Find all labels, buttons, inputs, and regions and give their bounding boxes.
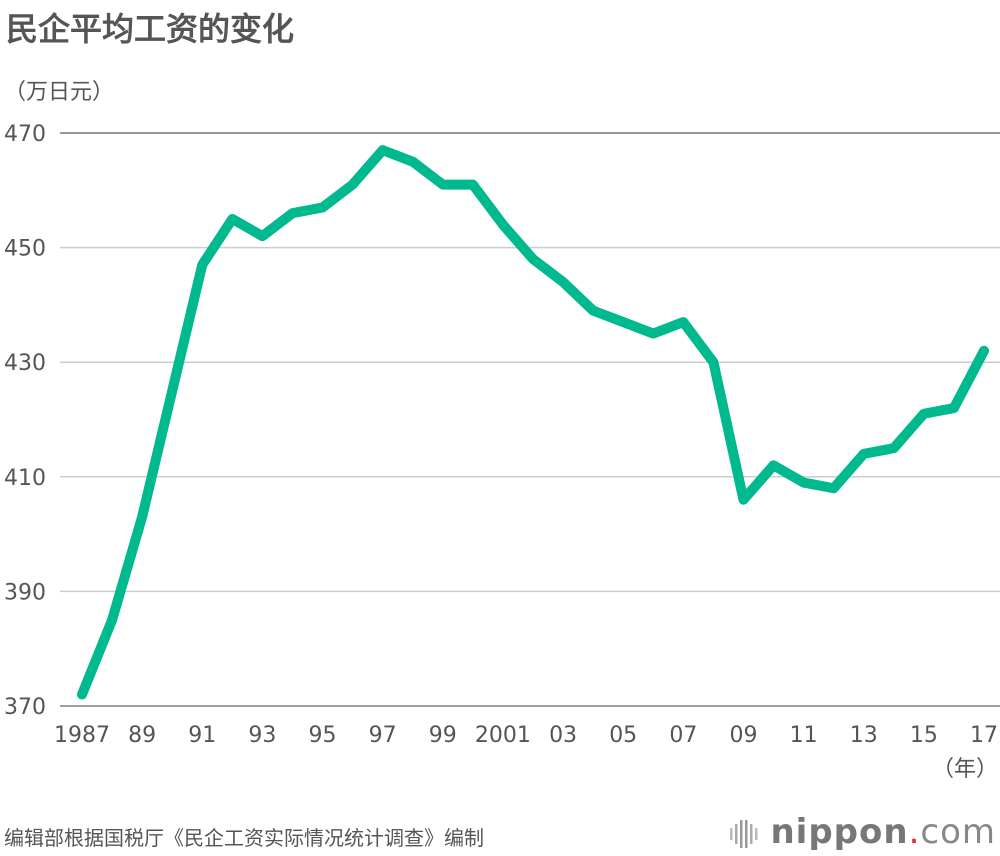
y-tick-label: 390: [4, 580, 46, 605]
data-point: [622, 321, 625, 324]
data-point: [892, 447, 895, 450]
series-line: [77, 145, 989, 700]
data-point: [772, 464, 775, 467]
y-tick-label: 450: [4, 237, 46, 262]
data-point: [832, 487, 835, 490]
data-point: [922, 412, 925, 415]
x-tick-label: 09: [729, 723, 757, 748]
data-point: [682, 321, 685, 324]
x-tick-label: 13: [850, 723, 878, 748]
logo-suffix: com: [920, 812, 996, 852]
logo-text: nippon: [770, 812, 909, 852]
data-point: [501, 223, 504, 226]
data-point: [712, 361, 715, 364]
x-tick-label: 17: [970, 723, 998, 748]
data-point: [351, 183, 354, 186]
data-point: [141, 515, 144, 518]
x-tick-label: 95: [309, 723, 337, 748]
y-tick-label: 430: [4, 351, 46, 376]
data-point: [201, 263, 204, 266]
x-tick-label: 93: [248, 723, 276, 748]
data-point: [111, 619, 114, 622]
data-point: [291, 212, 294, 215]
x-tick-label: 91: [188, 723, 216, 748]
data-point: [592, 309, 595, 312]
data-point: [441, 183, 444, 186]
x-tick-label: 05: [609, 723, 637, 748]
x-tick-label: 11: [790, 723, 818, 748]
y-tick-label: 470: [4, 122, 46, 147]
data-point: [983, 349, 985, 352]
x-tick-label: 2001: [475, 723, 531, 748]
x-tick-label: 03: [549, 723, 577, 748]
source-note: 编辑部根据国税厅《民企工资实际情况统计调查》编制: [4, 826, 484, 850]
data-point: [321, 206, 324, 209]
data-point: [562, 280, 565, 283]
data-point: [411, 160, 414, 163]
x-tick-label: 1987: [54, 723, 110, 748]
x-tick-label: 99: [429, 723, 457, 748]
x-tick-label: 07: [669, 723, 697, 748]
nippon-logo[interactable]: nippon.com: [730, 812, 996, 852]
x-tick-label: 97: [369, 723, 397, 748]
data-point: [171, 389, 174, 392]
y-tick-label: 410: [4, 466, 46, 491]
line-chart: 370 390 410 430 450 470 1987 89 91 93 95 97 99 2001 0…: [4, 122, 1000, 782]
data-point: [81, 693, 83, 696]
data-point: [471, 183, 474, 186]
logo-bars-icon: [730, 819, 758, 848]
data-point: [862, 452, 865, 455]
x-tick-label: 15: [910, 723, 938, 748]
data-point: [652, 332, 655, 335]
data-point: [952, 407, 955, 410]
data-point: [381, 149, 384, 152]
data-point: [742, 498, 745, 501]
data-point: [532, 258, 534, 261]
x-tick-label: 89: [128, 723, 156, 748]
y-axis-unit: （万日元）: [4, 80, 115, 105]
logo-dot: .: [908, 812, 921, 852]
data-point: [231, 217, 234, 220]
data-point: [261, 235, 264, 238]
x-axis-unit: （年）: [932, 757, 998, 782]
y-tick-label: 370: [4, 695, 46, 720]
chart-title: 民企平均工资的变化: [6, 10, 295, 48]
data-point: [802, 481, 805, 484]
